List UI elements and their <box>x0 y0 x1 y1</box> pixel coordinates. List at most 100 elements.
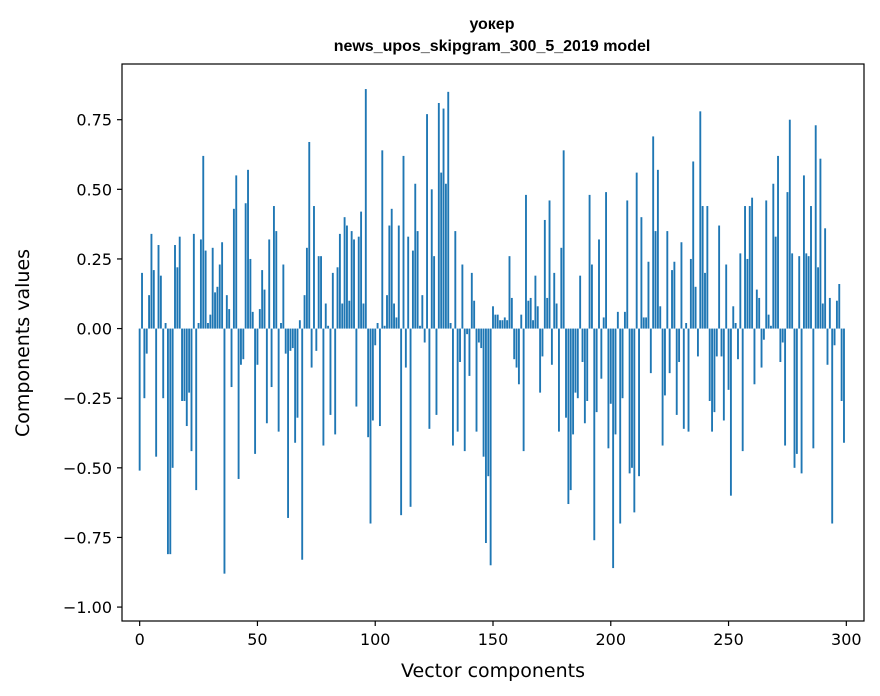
bar-281 <box>800 328 803 474</box>
bar-18 <box>181 328 183 401</box>
bar-149 <box>489 328 492 566</box>
chart-subtitle: news_upos_skipgram_300_5_2019 model <box>334 38 651 55</box>
bar-46 <box>247 169 249 329</box>
bar-199 <box>607 328 610 449</box>
bar-259 <box>748 206 751 329</box>
bar-28 <box>204 250 207 329</box>
bar-102 <box>378 328 381 427</box>
bar-85 <box>338 233 341 329</box>
bar-66 <box>294 328 297 443</box>
bar-243 <box>711 328 713 432</box>
x-tick-label: 100 <box>360 630 391 649</box>
bar-288 <box>817 267 819 329</box>
bar-241 <box>706 206 709 329</box>
bar-287 <box>814 125 817 329</box>
bar-223 <box>664 328 666 396</box>
bar-253 <box>734 323 737 329</box>
bar-103 <box>381 150 384 329</box>
bar-197 <box>602 317 605 329</box>
bar-13 <box>169 328 172 555</box>
bar-295 <box>833 328 836 346</box>
bar-284 <box>807 256 810 329</box>
bar-106 <box>388 225 391 329</box>
bar-113 <box>404 328 407 368</box>
bar-282 <box>802 175 805 329</box>
bar-291 <box>824 228 827 329</box>
bar-168 <box>534 275 537 329</box>
bar-292 <box>826 328 829 365</box>
bar-220 <box>656 169 659 329</box>
bar-256 <box>741 328 744 452</box>
bar-56 <box>270 328 273 388</box>
bar-195 <box>598 239 600 329</box>
bar-95 <box>362 303 365 329</box>
bar-235 <box>692 161 695 329</box>
y-tick-label: −1.00 <box>63 598 112 617</box>
bar-37 <box>225 295 228 329</box>
bar-229 <box>678 328 681 362</box>
bar-53 <box>263 289 266 329</box>
bar-251 <box>729 328 732 496</box>
bar-286 <box>812 328 815 449</box>
y-tick-label: −0.50 <box>63 459 112 478</box>
bar-27 <box>202 155 205 329</box>
y-axis-label: Components values <box>12 249 34 437</box>
bar-122 <box>426 114 428 329</box>
bar-274 <box>784 328 787 446</box>
bar-260 <box>751 197 754 329</box>
y-tick-label: 0.25 <box>76 250 112 269</box>
bar-135 <box>456 328 459 432</box>
bar-117 <box>414 183 417 329</box>
bar-202 <box>614 328 617 435</box>
bar-280 <box>798 256 801 329</box>
bar-70 <box>303 295 306 329</box>
bar-237 <box>696 328 699 357</box>
bar-248 <box>722 328 725 421</box>
bar-30 <box>209 314 212 329</box>
bar-34 <box>218 264 221 329</box>
bar-142 <box>473 300 476 329</box>
bar-152 <box>496 314 499 329</box>
bar-178 <box>558 328 560 432</box>
bar-206 <box>623 311 626 329</box>
bar-154 <box>501 320 504 329</box>
bar-143 <box>475 328 478 432</box>
bar-29 <box>207 323 209 329</box>
bar-189 <box>583 328 586 424</box>
bar-250 <box>727 328 730 390</box>
bar-112 <box>402 155 405 329</box>
bar-62 <box>284 328 287 354</box>
bar-270 <box>774 236 777 329</box>
bar-224 <box>666 231 669 329</box>
bar-170 <box>539 328 542 393</box>
bar-298 <box>840 328 843 401</box>
bar-129 <box>442 108 445 329</box>
bar-240 <box>704 272 706 329</box>
bar-176 <box>553 272 556 329</box>
bar-193 <box>593 328 596 541</box>
bar-17 <box>178 236 181 329</box>
bar-294 <box>831 328 834 524</box>
bar-186 <box>576 328 579 399</box>
bar-155 <box>503 317 506 329</box>
bar-233 <box>687 328 690 432</box>
bar-264 <box>760 328 763 368</box>
bar-22 <box>190 328 193 452</box>
bar-185 <box>574 328 577 393</box>
bar-169 <box>536 306 539 329</box>
bar-151 <box>494 314 497 329</box>
bar-244 <box>713 328 716 413</box>
bar-230 <box>680 242 683 329</box>
bar-181 <box>565 328 567 418</box>
bar-234 <box>689 258 692 329</box>
bar-110 <box>397 225 400 329</box>
bar-82 <box>331 272 334 329</box>
bar-255 <box>739 253 742 329</box>
bar-104 <box>383 325 386 329</box>
bar-119 <box>419 325 421 329</box>
bar-140 <box>468 328 471 376</box>
bar-45 <box>244 203 247 329</box>
bar-26 <box>199 239 202 329</box>
bar-137 <box>461 264 464 329</box>
